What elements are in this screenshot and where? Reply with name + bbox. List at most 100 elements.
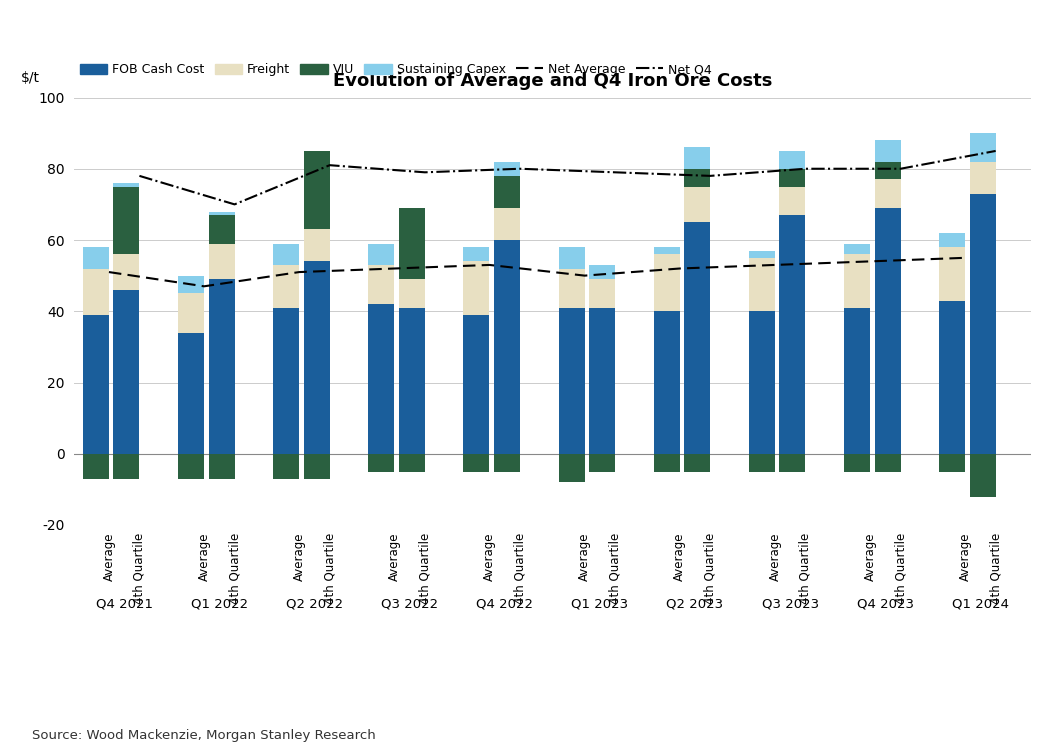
Bar [559, 268, 585, 308]
Bar [274, 244, 299, 265]
Bar [589, 279, 615, 308]
Bar [653, 254, 680, 311]
Bar [749, 454, 775, 472]
Bar [559, 248, 585, 268]
Text: Q2 2022: Q2 2022 [286, 597, 343, 610]
Net Average [198, 282, 210, 291]
Bar [589, 308, 615, 454]
Line: Net Average: Net Average [109, 258, 965, 286]
Bar [970, 454, 995, 497]
Bar [368, 454, 394, 472]
Bar [653, 248, 680, 254]
Net Q4 [134, 172, 146, 181]
Net Q4 [419, 168, 431, 177]
Bar [780, 215, 806, 454]
Bar [368, 244, 394, 265]
Bar [114, 183, 140, 187]
Text: Q1 2022: Q1 2022 [190, 597, 248, 610]
Bar [844, 454, 870, 472]
Bar [939, 301, 965, 454]
Bar [83, 454, 109, 478]
Bar [83, 268, 109, 315]
Bar [749, 311, 775, 454]
Bar [559, 308, 585, 454]
Net Q4 [513, 164, 526, 173]
Net Average [388, 264, 401, 273]
Bar [970, 134, 995, 162]
Text: Q3 2022: Q3 2022 [381, 597, 438, 610]
Bar [589, 265, 615, 279]
Bar [274, 454, 299, 478]
Bar [178, 333, 204, 454]
Bar [874, 140, 901, 162]
Bar [494, 454, 520, 472]
Bar [684, 169, 710, 187]
Bar [874, 179, 901, 208]
Bar [653, 311, 680, 454]
Net Average [769, 260, 782, 269]
Bar [844, 254, 870, 308]
Bar [874, 162, 901, 179]
Net Q4 [323, 160, 336, 170]
Net Average [292, 268, 305, 277]
Text: Q1 2024: Q1 2024 [952, 597, 1009, 610]
Bar [780, 169, 806, 187]
Bar [208, 211, 235, 215]
Bar [399, 454, 425, 472]
Bar [780, 454, 806, 472]
Bar [83, 248, 109, 268]
Bar [114, 290, 140, 454]
Bar [399, 208, 425, 279]
Net Average [579, 272, 591, 280]
Bar [178, 454, 204, 478]
Net Average [483, 260, 495, 269]
Bar [844, 308, 870, 454]
Bar [178, 276, 204, 293]
Bar [844, 244, 870, 254]
Net Q4 [800, 164, 812, 173]
Bar [304, 454, 329, 478]
Bar [208, 279, 235, 454]
Bar [464, 454, 489, 472]
Net Q4 [989, 146, 1002, 155]
Bar [368, 265, 394, 305]
Text: $/t: $/t [21, 70, 40, 85]
Bar [274, 308, 299, 454]
Net Q4 [704, 172, 716, 181]
Text: Q1 2023: Q1 2023 [571, 597, 628, 610]
Net Average [864, 256, 876, 266]
Bar [208, 454, 235, 478]
Bar [589, 454, 615, 472]
Bar [304, 230, 329, 262]
Text: Q4 2021: Q4 2021 [96, 597, 153, 610]
Text: Q4 2022: Q4 2022 [477, 597, 533, 610]
Bar [178, 293, 204, 333]
Bar [684, 147, 710, 169]
Bar [399, 279, 425, 308]
Net Average [958, 254, 971, 262]
Bar [749, 258, 775, 311]
Bar [559, 454, 585, 482]
Bar [653, 454, 680, 472]
Bar [494, 208, 520, 240]
Bar [684, 187, 710, 222]
Bar [304, 262, 329, 454]
Bar [208, 215, 235, 244]
Bar [939, 232, 965, 248]
Bar [494, 162, 520, 176]
Bar [114, 454, 140, 478]
Bar [368, 304, 394, 454]
Bar [114, 187, 140, 254]
Text: Q4 2023: Q4 2023 [856, 597, 914, 610]
Bar [464, 315, 489, 454]
Bar [114, 254, 140, 290]
Bar [684, 454, 710, 472]
Bar [780, 151, 806, 169]
Bar [399, 308, 425, 454]
Text: Q2 2023: Q2 2023 [667, 597, 724, 610]
Bar [274, 265, 299, 308]
Title: Evolution of Average and Q4 Iron Ore Costs: Evolution of Average and Q4 Iron Ore Cos… [332, 73, 772, 91]
Bar [874, 208, 901, 454]
Bar [494, 176, 520, 208]
Bar [464, 248, 489, 262]
